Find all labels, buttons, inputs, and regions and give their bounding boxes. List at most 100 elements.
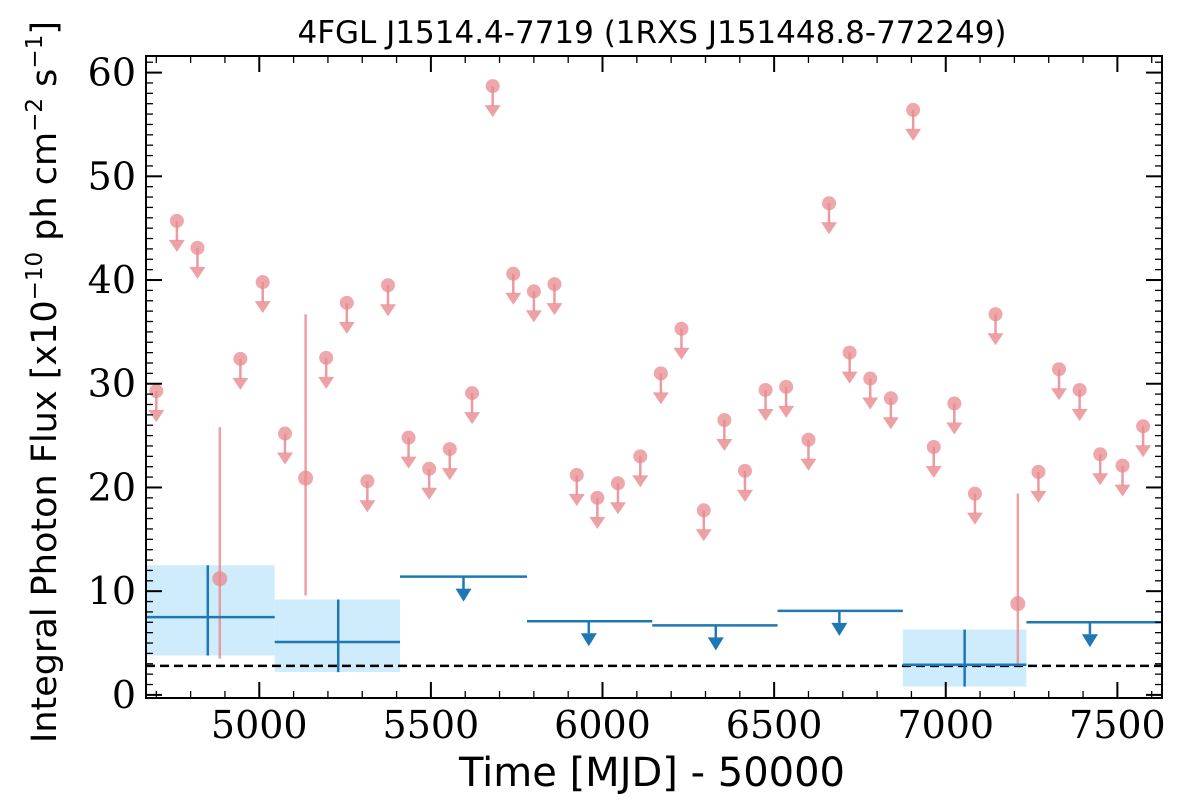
- y-axis-label-mid: ph cm: [25, 132, 65, 252]
- short-bin-upper-limit-point: [633, 449, 648, 464]
- y-tick-label: 10: [88, 569, 136, 613]
- y-tick-label: 30: [88, 362, 136, 406]
- y-tick-label: 20: [88, 465, 136, 509]
- short-bin-upper-limit-arrow: [505, 292, 522, 305]
- chart-title: 4FGL J1514.4-7719 (1RXS J151448.8-772249…: [297, 15, 1006, 51]
- short-bin-upper-limit-point: [988, 307, 1003, 322]
- short-bin-upper-limit-point: [674, 321, 689, 336]
- short-bin-upper-limit-point: [737, 463, 752, 478]
- short-bin-upper-limit-arrow: [1051, 388, 1068, 401]
- short-bin-upper-limit-point: [801, 432, 816, 447]
- short-bin-upper-limit-point: [149, 384, 164, 399]
- short-bin-upper-limit-point: [717, 413, 732, 428]
- short-bin-upper-limit-arrow: [862, 397, 879, 410]
- short-bin-upper-limit-point: [442, 442, 457, 457]
- short-bin-upper-limit-arrow: [695, 529, 712, 542]
- short-bin-upper-limit-arrow: [421, 487, 438, 500]
- short-bin-upper-limit-arrow: [1114, 484, 1131, 497]
- short-bin-upper-limit-point: [906, 102, 921, 117]
- short-bin-upper-limit-point: [278, 426, 293, 441]
- short-bin-upper-limit-point: [863, 371, 878, 386]
- short-bin-upper-limit-arrow: [905, 128, 922, 141]
- short-bin-upper-limit-arrow: [318, 376, 335, 389]
- short-bin-upper-limit-arrow: [277, 452, 294, 465]
- short-bin-upper-limit-point: [1115, 458, 1130, 473]
- short-bin-upper-limit-point: [842, 345, 857, 360]
- short-bin-upper-limit-point: [169, 213, 184, 228]
- short-bin-upper-limit-point: [1052, 362, 1067, 377]
- short-bin-upper-limit-point: [947, 396, 962, 411]
- x-tick-label: 7000: [897, 703, 994, 747]
- y-axis-label-main: Integral Photon Flux [x10: [25, 300, 65, 743]
- short-bin-upper-limit-arrow: [946, 422, 963, 435]
- short-bin-upper-limit-arrow: [1092, 473, 1109, 486]
- long-bin-upper-limit-arrow: [455, 588, 472, 602]
- short-bin-upper-limit-point: [569, 468, 584, 483]
- short-bin-upper-limit-point: [758, 382, 773, 397]
- x-axis-label: Time [MJD] - 50000: [458, 750, 845, 796]
- short-bin-upper-limit-point: [526, 284, 541, 299]
- short-bin-upper-limit-point: [779, 379, 794, 394]
- short-bin-upper-limit-arrow: [1135, 445, 1152, 458]
- short-bin-upper-limit-arrow: [338, 321, 355, 334]
- short-bin-upper-limit-arrow: [148, 410, 165, 423]
- short-bin-upper-limit-point: [883, 391, 898, 406]
- short-bin-upper-limit-arrow: [652, 392, 669, 405]
- short-bin-upper-limit-arrow: [757, 408, 774, 421]
- plot-frame: [145, 55, 1163, 699]
- short-bin-upper-limit-arrow: [568, 494, 585, 507]
- short-bin-upper-limit-arrow: [987, 333, 1004, 346]
- short-bin-upper-limit-arrow: [966, 512, 983, 525]
- long-bin-error-band: [146, 565, 275, 656]
- short-bin-upper-limit-arrow: [841, 371, 858, 384]
- y-tick-label: 50: [88, 154, 136, 198]
- short-bin-upper-limit-arrow: [400, 456, 417, 469]
- short-bin-upper-limit-point: [1072, 382, 1087, 397]
- short-bin-upper-limit-arrow: [525, 310, 542, 323]
- y-axis-label-exp2: −2: [22, 98, 48, 132]
- short-bin-upper-limit-point: [233, 351, 248, 366]
- short-bin-upper-limit-arrow: [464, 412, 481, 425]
- short-bin-upper-limit-point: [547, 277, 562, 292]
- short-bin-upper-limit-arrow: [589, 516, 606, 529]
- long-bin-upper-limit-arrow: [707, 637, 724, 651]
- short-bin-upper-limit-arrow: [546, 303, 563, 316]
- short-bin-upper-limit-point: [1093, 447, 1108, 462]
- short-bin-upper-limit-point: [465, 386, 480, 401]
- y-tick-label: 0: [112, 673, 136, 717]
- short-bin-upper-limit-arrow: [925, 466, 942, 479]
- short-bin-upper-limit-point: [653, 366, 668, 381]
- short-bin-upper-limit-point: [822, 196, 837, 211]
- y-axis-label-exp1: −10: [22, 252, 48, 301]
- long-bin-upper-limit-arrow: [1081, 634, 1098, 648]
- y-axis-label: Integral Photon Flux [x10−10 ph cm−2 s−1…: [22, 21, 65, 743]
- short-bin-upper-limit-arrow: [1030, 490, 1047, 503]
- short-bin-upper-limit-point: [255, 275, 270, 290]
- short-bin-upper-limit-arrow: [359, 500, 376, 513]
- x-tick-label: 7500: [1069, 703, 1166, 747]
- short-bin-upper-limit-arrow: [1071, 408, 1088, 421]
- short-bin-upper-limit-arrow: [821, 222, 838, 235]
- short-bin-upper-limit-point: [380, 278, 395, 293]
- y-tick-label: 40: [88, 258, 136, 302]
- short-bin-upper-limit-point: [926, 440, 941, 455]
- y-axis-label-end: ]: [25, 21, 65, 35]
- short-bin-upper-limit-point: [696, 503, 711, 518]
- short-bin-upper-limit-arrow: [673, 347, 690, 360]
- short-bin-upper-limit-arrow: [379, 304, 396, 317]
- short-bin-upper-limit-point: [319, 350, 334, 365]
- short-bin-upper-limit-point: [190, 240, 205, 255]
- short-bin-upper-limit-point: [506, 266, 521, 281]
- short-bin-upper-limit-arrow: [189, 266, 206, 279]
- short-bin-upper-limit-arrow: [484, 105, 501, 118]
- short-bin-upper-limit-point: [360, 474, 375, 489]
- short-bin-upper-limit-point: [401, 430, 416, 445]
- short-bin-upper-limit-point: [422, 461, 437, 476]
- long-bin-upper-limit-arrow: [580, 633, 597, 647]
- short-bin-detection-point: [298, 470, 314, 486]
- short-bin-upper-limit-point: [485, 79, 500, 94]
- short-bin-detection-point: [212, 571, 228, 587]
- short-bin-upper-limit-point: [339, 295, 354, 310]
- x-tick-label: 6500: [726, 703, 823, 747]
- y-axis-label-exp3: −1: [22, 35, 48, 69]
